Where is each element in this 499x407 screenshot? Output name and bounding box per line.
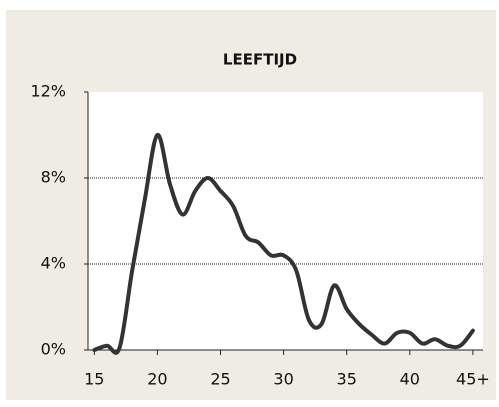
x-tick-label: 45+ [456, 370, 490, 389]
x-tick-label: 40 [400, 370, 420, 389]
y-tick-label: 8% [41, 168, 66, 187]
y-tick-label: 12% [30, 82, 66, 101]
plot-area [88, 92, 483, 350]
y-tick-label: 4% [41, 254, 66, 273]
x-tick-label: 30 [273, 370, 293, 389]
x-tick-label: 20 [147, 370, 167, 389]
x-tick-label: 25 [210, 370, 230, 389]
x-tick-label: 35 [337, 370, 357, 389]
y-tick-label: 0% [41, 340, 66, 359]
chart-title: LEEFTIJD [223, 51, 297, 69]
x-tick-label: 15 [84, 370, 104, 389]
line [92, 132, 475, 355]
